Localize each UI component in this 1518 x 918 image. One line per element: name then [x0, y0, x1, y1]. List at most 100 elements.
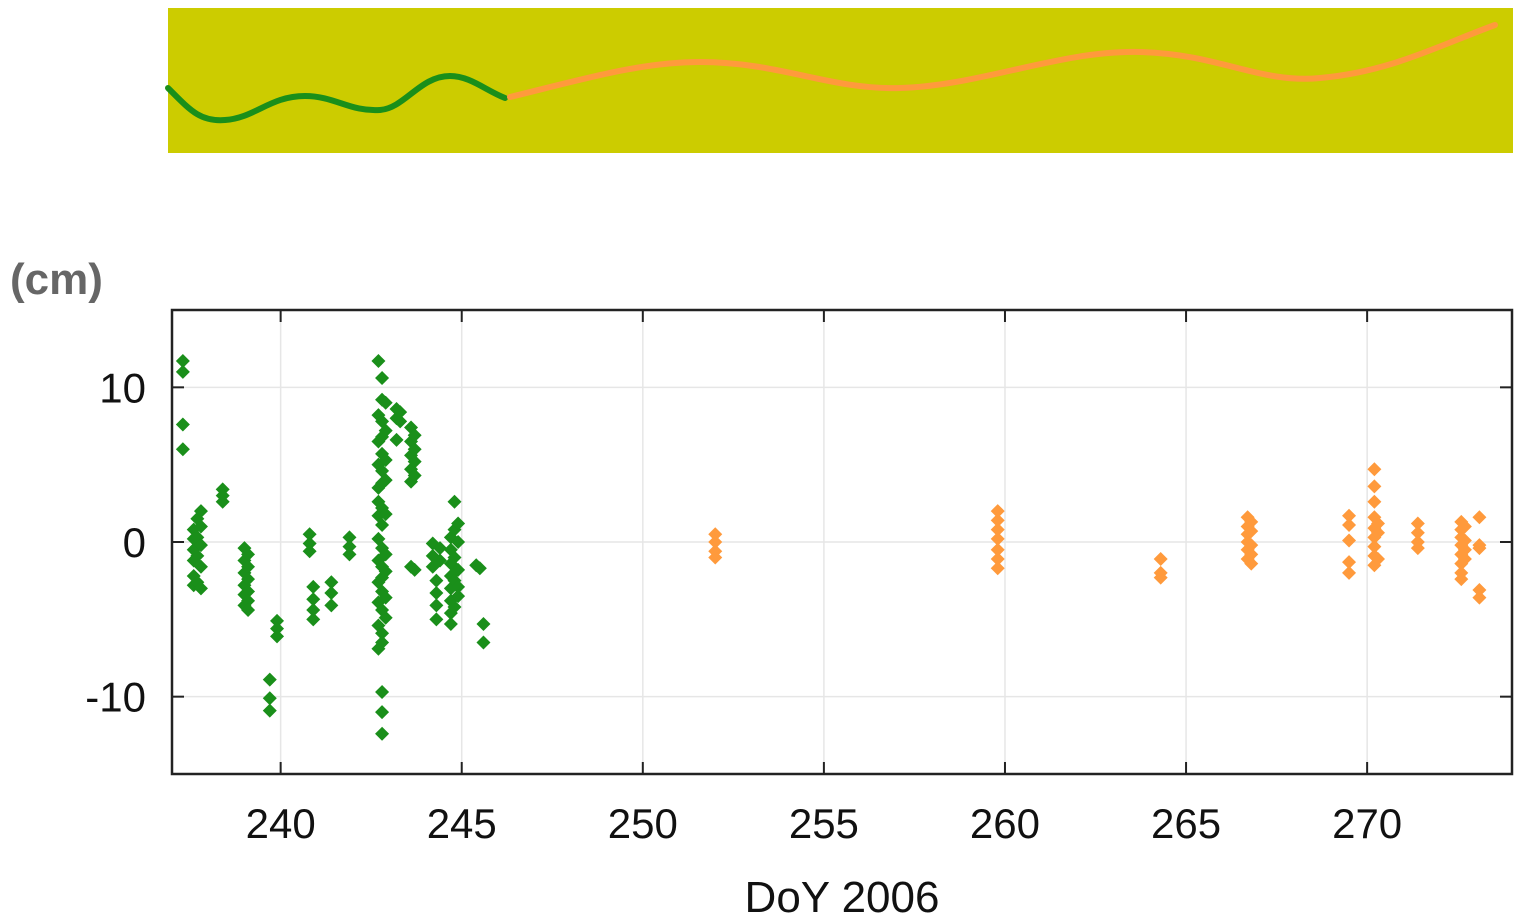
data-point [451, 516, 466, 531]
data-point [1153, 570, 1168, 585]
data-point [990, 513, 1005, 528]
data-point [1454, 572, 1469, 587]
data-point [241, 547, 256, 562]
data-point [447, 599, 462, 614]
data-point [433, 541, 447, 556]
x-tick-labels: 240 245 250 255 260 265 270 [246, 800, 1403, 847]
data-point [378, 590, 393, 605]
data-point [193, 504, 208, 519]
data-point [378, 423, 393, 438]
data-point [175, 442, 190, 457]
data-point [375, 685, 390, 700]
data-point [175, 354, 190, 369]
series-1 [175, 354, 491, 741]
data-point [1410, 516, 1425, 531]
data-point [193, 519, 208, 534]
data-point [1457, 542, 1472, 557]
data-point [708, 527, 723, 542]
data-point [1472, 590, 1487, 605]
data-point [241, 593, 256, 608]
data-point [451, 562, 466, 577]
data-point [1342, 508, 1357, 523]
data-point [1472, 582, 1487, 597]
banner [165, 8, 1513, 153]
y-tick-label: 10 [99, 364, 146, 411]
data-point [378, 473, 393, 488]
x-tick-label: 250 [608, 800, 678, 847]
data-point [1371, 516, 1385, 531]
data-point [378, 610, 393, 625]
data-point [241, 559, 256, 574]
data-point [451, 589, 466, 604]
data-point [1457, 552, 1472, 567]
data-point [302, 544, 317, 559]
data-point [990, 561, 1005, 576]
data-point [1342, 555, 1357, 570]
data-point [375, 726, 390, 741]
data-point [1410, 541, 1425, 556]
data-point [1367, 539, 1382, 554]
data-point [262, 672, 277, 687]
data-point [302, 536, 317, 551]
x-axis-label: DoY 2006 [745, 873, 940, 918]
data-point [1244, 547, 1259, 562]
data-point [429, 586, 444, 601]
data-point [1371, 552, 1385, 567]
data-point [324, 586, 339, 601]
data-point [375, 371, 390, 386]
data-point [407, 468, 422, 483]
data-point [175, 417, 190, 432]
data-point [342, 530, 357, 545]
data-point [451, 535, 466, 549]
data-point [476, 616, 491, 631]
data-point [990, 504, 1005, 519]
y-axis-label: (cm) [10, 255, 103, 304]
data-point [1457, 533, 1472, 548]
data-point [1244, 538, 1259, 553]
data-point [1472, 541, 1487, 556]
data-point [241, 584, 256, 599]
data-point [1367, 462, 1382, 477]
data-point [378, 395, 393, 410]
data-point [306, 579, 321, 594]
data-point [990, 522, 1005, 537]
data-point [708, 550, 723, 565]
data-point [270, 613, 285, 628]
data-point [1244, 514, 1259, 529]
data-point [262, 691, 277, 706]
data-point [190, 548, 205, 563]
data-point [270, 629, 285, 644]
data-point [1153, 552, 1168, 567]
data-point [306, 612, 321, 627]
y-tick-labels: -10 0 10 [85, 364, 146, 720]
banner-wave-green [165, 72, 508, 124]
data-point [429, 573, 444, 588]
data-point [393, 405, 408, 420]
data-points [175, 354, 1487, 741]
data-point [193, 581, 208, 596]
data-point [306, 603, 321, 618]
data-point [708, 535, 723, 549]
data-point [1244, 524, 1259, 539]
data-point [375, 626, 390, 641]
data-point [1367, 494, 1382, 509]
data-point [175, 364, 190, 379]
data-point [241, 572, 256, 587]
data-point [1342, 565, 1357, 580]
data-point [433, 553, 447, 568]
data-point [1342, 533, 1357, 548]
y-tick-label: 0 [123, 519, 146, 566]
x-tick-label: 240 [246, 800, 316, 847]
data-point [429, 598, 444, 613]
data-point [324, 575, 339, 590]
data-point [378, 564, 393, 579]
plot-area: 240 245 250 255 260 265 270 -10 0 10 [85, 308, 1514, 847]
data-point [371, 354, 386, 369]
data-point [342, 547, 357, 562]
data-point [375, 705, 390, 720]
data-point [407, 562, 422, 577]
data-point [241, 603, 256, 618]
data-point [389, 432, 404, 447]
x-tick-label: 245 [427, 800, 497, 847]
data-point [1410, 525, 1425, 540]
